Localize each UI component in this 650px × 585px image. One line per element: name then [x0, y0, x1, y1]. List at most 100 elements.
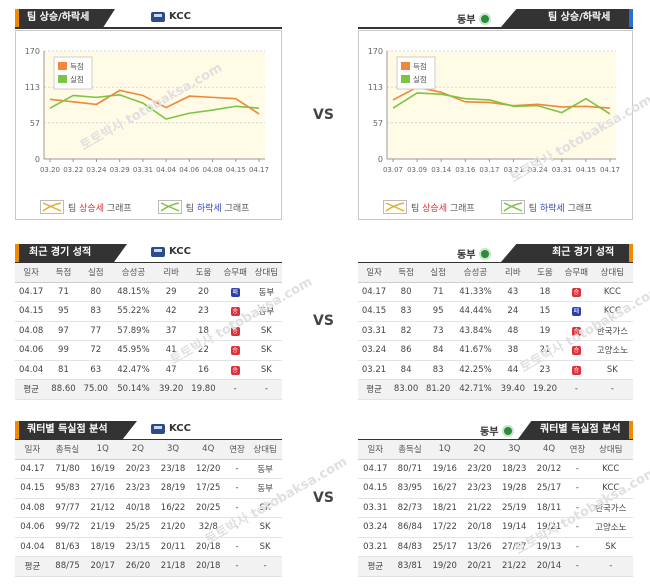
- col-header: 연장: [566, 440, 589, 460]
- table-row: 03.21 84 83 42.25% 44 23 승 SK: [358, 360, 633, 380]
- table-cell: 55.22%: [111, 301, 155, 322]
- legend-swatch: [401, 75, 410, 83]
- x-tick-label: 03.14: [431, 166, 452, 174]
- table-cell: 83: [79, 301, 112, 322]
- y-tick-label: 113: [368, 83, 383, 92]
- table-cell: 03.31: [358, 498, 393, 518]
- x-tick-label: 03.29: [110, 166, 130, 174]
- table-cell: 83: [422, 360, 455, 380]
- legend-down: 팀 하락세 그래프: [500, 200, 592, 214]
- table-cell: 81: [47, 360, 80, 380]
- average-row: 평균 88.60 75.00 50.14% 39.20 19.80- -: [15, 379, 282, 400]
- result-cell: 승: [219, 321, 251, 341]
- table-cell: -: [566, 498, 589, 518]
- table-cell: 48.15%: [111, 282, 155, 302]
- x-tick-label: 03.22: [63, 166, 83, 174]
- y-tick-label: 0: [35, 155, 40, 164]
- right-team-label: 동부: [457, 246, 492, 261]
- table-cell: 04.08: [15, 321, 48, 341]
- table-row: 04.15 83/95 16/27 23/23 19/28 25/17- KCC: [358, 478, 633, 499]
- table-cell: 95: [47, 301, 80, 322]
- series-line-score: [392, 86, 611, 109]
- y-tick-label: 170: [368, 47, 383, 56]
- table-cell: 23: [528, 360, 561, 380]
- table-cell: -: [225, 517, 249, 538]
- table-cell: 19/21: [531, 517, 567, 538]
- table-row: 03.31 82 73 43.84% 48 19 승 한국가스: [358, 321, 633, 341]
- x-tick-label: 03.21: [504, 166, 524, 174]
- db-logo-icon: [502, 424, 515, 437]
- right-recent-title: 최근 경기 성적: [552, 247, 615, 258]
- table-cell: 20/18: [462, 517, 497, 538]
- col-header: 2Q: [120, 440, 156, 460]
- col-header: 연장: [225, 440, 249, 460]
- table-cell: 23/20: [462, 459, 497, 479]
- table-cell: -: [566, 478, 589, 499]
- col-header: 1Q: [427, 440, 463, 460]
- table-row: 04.17 80 71 41.33% 43 18 승 KCC: [358, 282, 633, 302]
- col-header: 1Q: [85, 440, 121, 460]
- table-cell: 03.24: [358, 340, 391, 361]
- table-cell: 28/19: [155, 478, 191, 499]
- table-cell: 47: [154, 360, 188, 380]
- table-cell: 43: [496, 282, 529, 302]
- table-cell: 97/77: [49, 498, 86, 518]
- table-cell: 20/14: [531, 556, 567, 577]
- table-cell: 19/20: [427, 556, 463, 577]
- table-cell: 고양소노: [588, 517, 633, 538]
- table-cell: 17/22: [427, 517, 463, 538]
- result-badge: 승: [571, 326, 581, 336]
- table-cell: 평균: [358, 379, 391, 400]
- col-header: 상대팀: [250, 263, 282, 283]
- table-cell: 38: [496, 340, 529, 361]
- table-cell: KCC: [591, 282, 633, 302]
- left-quarter-title: 쿼터별 득실점 분석: [27, 424, 108, 435]
- result-cell: 패: [560, 301, 592, 322]
- result-badge: 승: [571, 365, 581, 375]
- col-header: 득점: [390, 263, 423, 283]
- average-row: 평균 83.00 81.20 42.71% 39.40 19.20- -: [358, 379, 633, 400]
- right-team-label: 동부: [480, 423, 515, 438]
- series-line-conceded: [49, 94, 260, 120]
- result-badge: 승: [230, 365, 240, 375]
- table-cell: 21/20: [155, 517, 191, 538]
- right-quarter-table: 일자 총득실 1Q 2Q 3Q 4Q 연장 상대팀 04.17 80/71 19/16 23/20 18…: [358, 440, 633, 577]
- table-cell: 18/21: [427, 498, 463, 518]
- table-cell: 72: [79, 340, 112, 361]
- table-cell: 82/73: [392, 498, 428, 518]
- result-cell: 승: [219, 340, 251, 361]
- col-header: 리바: [496, 263, 529, 283]
- table-cell: 39.20: [154, 379, 188, 400]
- table-cell: 71: [422, 282, 455, 302]
- table-cell: 32/8: [190, 517, 226, 538]
- table-cell: SK: [250, 360, 282, 380]
- table-cell: 13/26: [462, 537, 497, 557]
- col-header: 상대팀: [591, 263, 633, 283]
- table-cell: 19.80: [187, 379, 220, 400]
- table-cell: 83: [390, 301, 423, 322]
- left-recent-header: 최근 경기 성적 KCC: [15, 242, 282, 264]
- table-cell: 25/17: [531, 478, 567, 499]
- table-cell: 99: [47, 340, 80, 361]
- table-cell: 03.21: [358, 360, 391, 380]
- up-trend-icon: [383, 200, 407, 214]
- table-cell: 04.06: [15, 517, 50, 538]
- table-cell: 21/22: [496, 556, 532, 577]
- result-cell: 승: [219, 301, 251, 322]
- legend-up: 팀 상승세 그래프: [383, 200, 475, 214]
- table-cell: 20/25: [190, 498, 226, 518]
- table-cell: 18/23: [496, 459, 532, 479]
- col-header: 승성공: [454, 263, 497, 283]
- table-cell: 97: [47, 321, 80, 341]
- col-header: 4Q: [531, 440, 567, 460]
- left-quarter-header: 쿼터별 득실점 분석 KCC: [15, 419, 282, 441]
- x-tick-label: 03.31: [552, 166, 572, 174]
- legend-down: 팀 하락세 그래프: [157, 200, 249, 214]
- table-cell: 83/95: [392, 478, 428, 499]
- left-team-label: KCC: [151, 246, 191, 257]
- table-cell: -: [225, 537, 249, 557]
- result-cell: 승: [560, 282, 592, 302]
- table-cell: -: [225, 556, 249, 577]
